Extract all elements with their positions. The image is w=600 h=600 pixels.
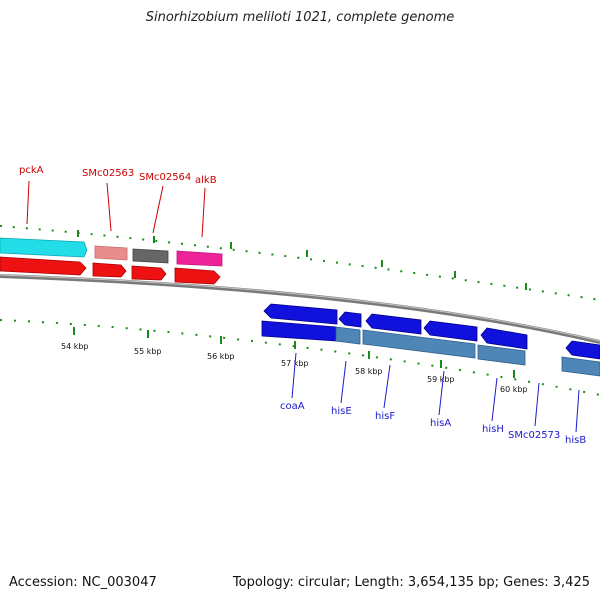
reverse-labels: coaA hisE hisF hisA hisH SMc02573 hisB xyxy=(280,401,586,446)
forward-labels: pckA SMc02563 SMc02564 alkB xyxy=(19,165,217,186)
scale-label-54: 54 kbp xyxy=(61,342,89,351)
label-hisA: hisA xyxy=(430,418,451,429)
upper-minor-ticks xyxy=(0,225,600,301)
label-SMc02563: SMc02563 xyxy=(82,168,134,179)
callout-hisF xyxy=(383,364,391,409)
scale-label-56: 56 kbp xyxy=(207,352,235,361)
gene-hisE[interactable] xyxy=(338,311,362,328)
upper-tick-rail xyxy=(0,225,600,301)
label-hisE: hisE xyxy=(331,406,352,417)
scale-label-55: 55 kbp xyxy=(134,347,162,356)
callout-pckA xyxy=(26,180,30,225)
gene-hisA[interactable] xyxy=(423,320,478,342)
gene-SMc02573[interactable] xyxy=(532,335,563,356)
label-hisH: hisH xyxy=(482,424,504,435)
cds-SMc02564[interactable] xyxy=(131,265,167,281)
callout-SMc02564 xyxy=(152,185,164,234)
cds-hisB[interactable] xyxy=(561,356,600,377)
accession-text: Accession: NC_003047 xyxy=(9,575,157,590)
genome-summary-text: Topology: circular; Length: 3,654,135 bp… xyxy=(232,575,590,590)
reverse-genes-row1 xyxy=(263,303,600,360)
gene-coaA[interactable] xyxy=(263,303,338,325)
reverse-cds-row2 xyxy=(261,320,600,377)
label-SMc02564: SMc02564 xyxy=(139,172,191,183)
cds-hisA[interactable] xyxy=(477,344,526,366)
cds-hisE[interactable] xyxy=(335,326,361,345)
callout-hisA xyxy=(438,370,445,416)
genome-backbone xyxy=(0,274,600,344)
scale-label-60: 60 kbp xyxy=(500,385,528,394)
label-coaA: coaA xyxy=(280,401,305,412)
cds-alkB[interactable] xyxy=(174,267,221,285)
label-hisB: hisB xyxy=(565,435,586,446)
gene-hisF[interactable] xyxy=(365,313,422,335)
label-pckA: pckA xyxy=(19,165,44,176)
gene-alkB[interactable] xyxy=(176,250,223,267)
callout-coaA xyxy=(291,352,297,399)
gene-pckA[interactable] xyxy=(0,237,88,258)
callout-hisE xyxy=(340,360,347,404)
genome-backbone-highlight xyxy=(0,274,600,342)
forward-callouts xyxy=(26,180,206,238)
gene-SMc02563[interactable] xyxy=(94,245,128,261)
lower-tick-rail xyxy=(0,319,600,396)
callout-hisB xyxy=(575,389,580,433)
callout-hisH xyxy=(491,377,498,422)
label-hisF: hisF xyxy=(375,411,395,422)
gene-SMc02564[interactable] xyxy=(132,248,169,264)
cds-coaA[interactable] xyxy=(261,320,337,342)
cds-pckA[interactable] xyxy=(0,256,87,276)
callout-SMc02573 xyxy=(534,382,540,427)
scale-label-59: 59 kbp xyxy=(427,375,455,384)
cds-SMc02563[interactable] xyxy=(92,262,127,278)
callout-alkB xyxy=(201,187,206,238)
label-alkB: alkB xyxy=(195,175,217,186)
label-SMc02573: SMc02573 xyxy=(508,430,560,441)
gene-hisH[interactable] xyxy=(480,327,528,350)
page-title: Sinorhizobium meliloti 1021, complete ge… xyxy=(145,10,455,25)
scale-label-58: 58 kbp xyxy=(355,367,383,376)
cds-hisF[interactable] xyxy=(362,329,476,359)
callout-SMc02563 xyxy=(106,182,112,232)
forward-cds-row2 xyxy=(0,256,221,285)
reverse-callouts xyxy=(291,352,580,433)
gene-hisB[interactable] xyxy=(565,340,600,360)
forward-genes-row1 xyxy=(0,237,223,267)
